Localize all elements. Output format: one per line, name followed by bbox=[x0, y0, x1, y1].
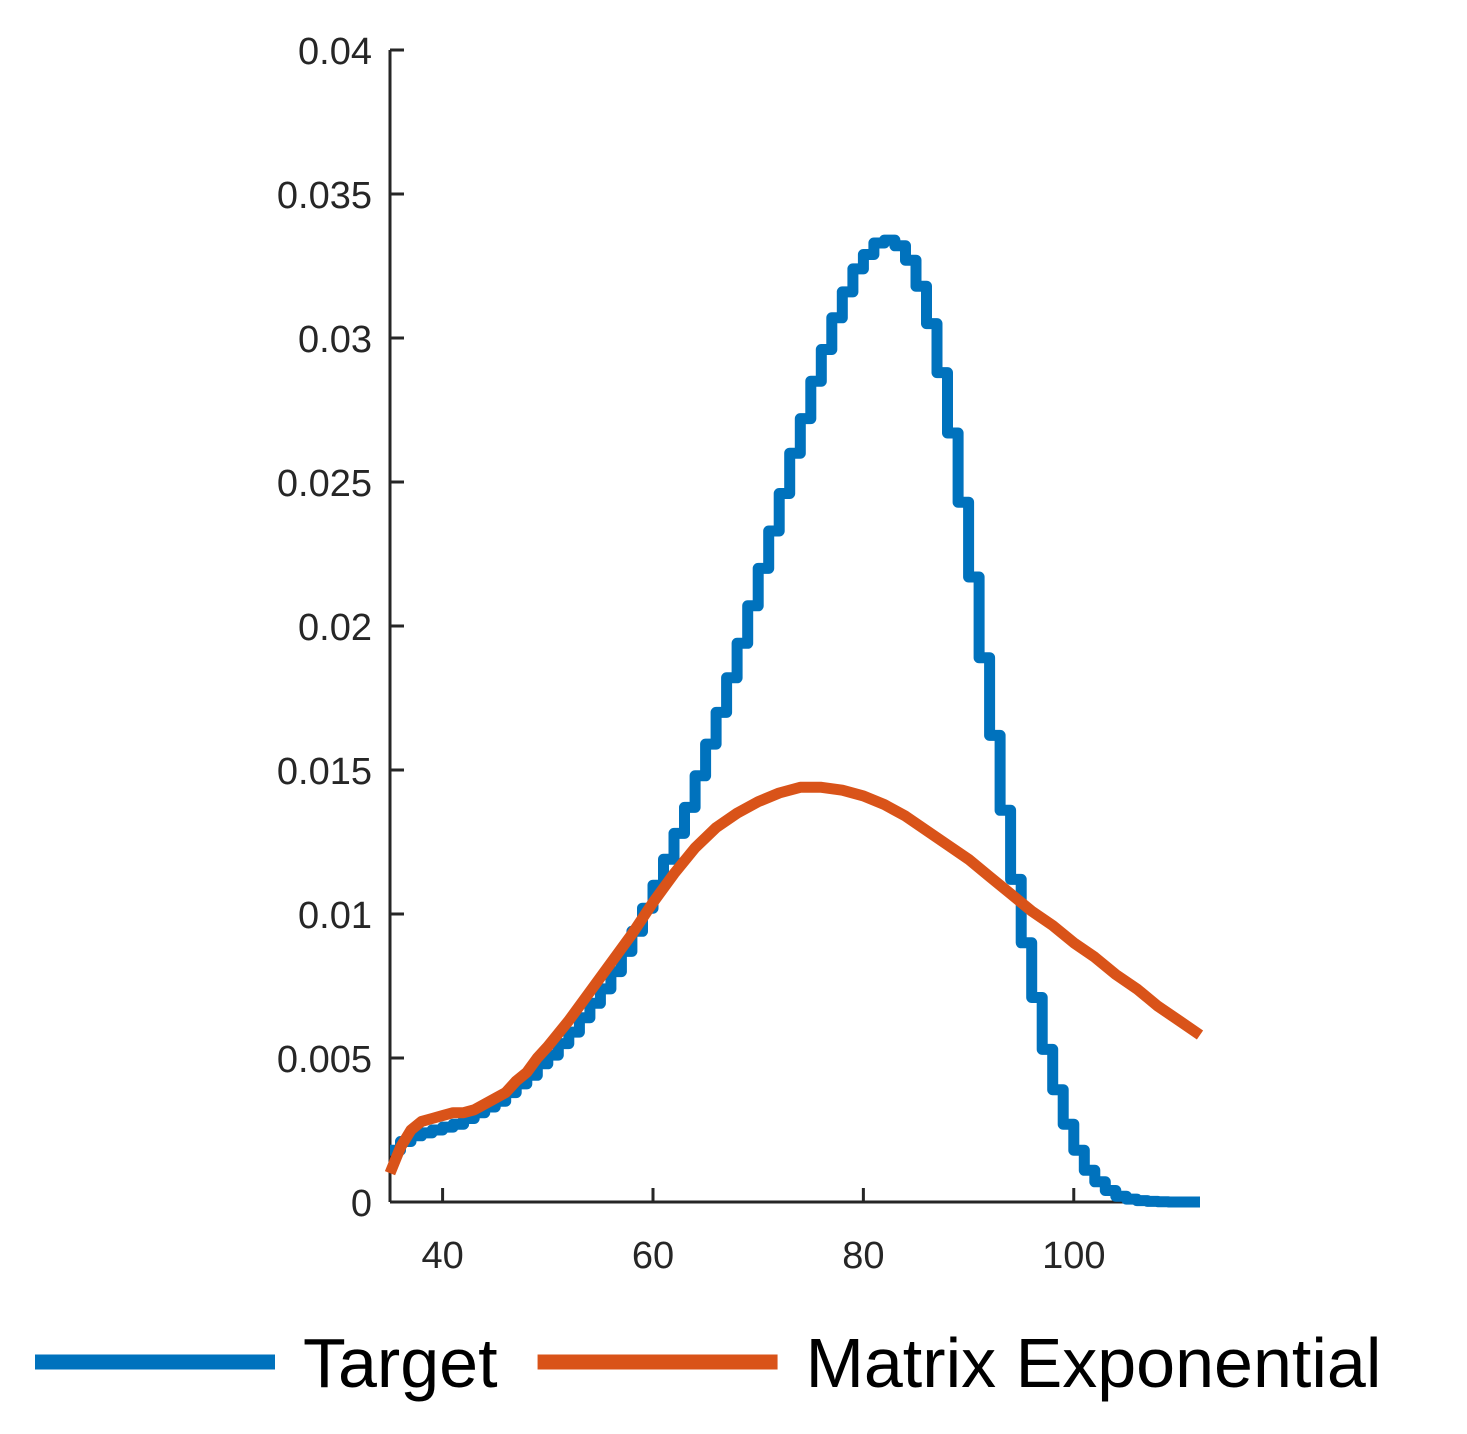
x-tick-label: 40 bbox=[421, 1235, 463, 1277]
y-tick-label: 0.01 bbox=[298, 895, 372, 937]
x-tick-label: 80 bbox=[842, 1235, 884, 1277]
y-tick-label: 0 bbox=[351, 1183, 372, 1225]
x-tick-label: 100 bbox=[1042, 1235, 1105, 1277]
y-tick-label: 0.04 bbox=[298, 31, 372, 73]
legend-label-0: Target bbox=[303, 1324, 498, 1402]
x-tick-label: 60 bbox=[632, 1235, 674, 1277]
chart-plot-area bbox=[384, 234, 1204, 1208]
y-tick-label: 0.03 bbox=[298, 319, 372, 361]
chart-axes: 0 0.005 0.01 0.015 0.02 0.025 0.03 0.035 0.04 40 6… bbox=[277, 31, 1200, 1277]
series-line-1 bbox=[384, 781, 1204, 1176]
y-tick-label: 0.025 bbox=[277, 463, 372, 505]
y-tick-label: 0.02 bbox=[298, 607, 372, 649]
y-tick-label: 0.015 bbox=[277, 751, 372, 793]
y-tick-label: 0.035 bbox=[277, 175, 372, 217]
y-tick-label: 0.005 bbox=[277, 1039, 372, 1081]
series-line-0 bbox=[390, 234, 1200, 1208]
legend-label-1: Matrix Exponential bbox=[806, 1324, 1382, 1402]
chart-legend: Target Matrix Exponential bbox=[35, 1324, 1381, 1402]
